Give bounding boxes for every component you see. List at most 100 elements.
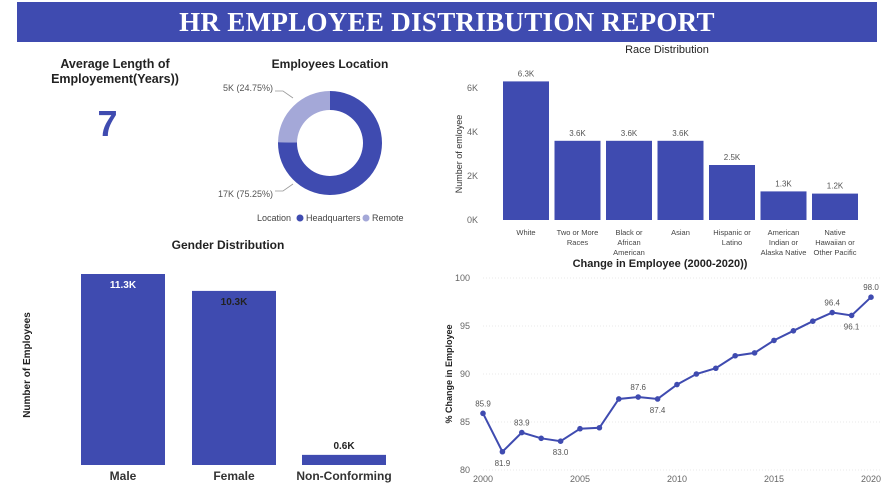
change-point-label: 98.0 [863,283,879,292]
change-x-tick: 2010 [667,474,687,484]
change-x-tick: 2015 [764,474,784,484]
gender-bar-label: 0.6K [333,441,355,452]
race-category-label: American [768,228,800,237]
race-bar [606,140,652,220]
kpi-label-line2: Employement(Years)) [51,72,179,86]
gender-y-axis-label: Number of Employees [22,312,33,418]
race-y-tick: 0K [467,215,478,225]
donut-slice-headquarters [277,91,382,195]
change-point [868,294,874,301]
change-point [635,394,641,400]
change-point-label: 96.1 [844,322,860,331]
race-bar [760,191,807,220]
race-bar [554,140,601,220]
race-bar [657,140,704,220]
change-x-tick: 2020 [861,474,881,484]
change-point [616,396,622,402]
change-point [751,350,758,356]
race-y-tick: 6K [467,83,478,93]
change-point-label: 83.0 [553,448,569,457]
race-category-label: Indian or [769,238,799,247]
legend-title: Location [257,213,291,223]
race-category-label: Two or More [557,228,599,237]
race-category-label: Native [824,228,845,237]
change-point-label: 96.4 [824,299,840,308]
race-category-label: Hispanic or [713,228,751,237]
change-y-tick: 100 [455,273,470,283]
legend-marker-remote [362,214,370,222]
race-bar-label: 3.6K [672,129,689,138]
race-category-label: Races [567,238,589,247]
change-y-tick: 85 [460,417,470,427]
change-point [480,410,486,417]
change-point [790,328,797,334]
gender-category-label: Male [110,469,137,483]
gender-category-label: Female [213,469,255,483]
leader-line-headquarters [275,183,294,192]
report-title: HR EMPLOYEE DISTRIBUTION REPORT [179,6,715,37]
change-point [557,438,564,445]
change-chart-title: Change in Employee (2000-2020)) [573,258,748,270]
race-category-label: Hawaiian or [815,238,855,247]
leader-line-remote [275,90,294,99]
gender-bar-label: 10.3K [221,297,248,308]
race-bar-label: 3.6K [621,129,638,138]
change-y-tick: 90 [460,369,470,379]
change-point-label: 85.9 [475,399,491,408]
race-bar [709,165,755,220]
race-category-label: Latino [722,238,742,247]
location-chart-title: Employees Location [272,57,389,71]
change-point [713,365,719,372]
race-bar [812,193,858,220]
race-category-label: Alaska Native [761,248,807,257]
report-title-banner: HR EMPLOYEE DISTRIBUTION REPORT [17,2,877,42]
change-point [538,435,544,442]
donut-label-remote: 5K (24.75%) [223,83,273,93]
race-bar-label: 6.3K [518,69,535,78]
race-bar-label: 1.3K [775,179,792,188]
legend-marker-headquarters [296,214,304,222]
change-y-tick: 95 [460,321,470,331]
change-point-label: 81.9 [495,459,511,468]
race-y-axis-label: Number of emloyee [454,115,464,194]
change-x-tick: 2000 [473,474,493,484]
gender-bar-label: 11.3K [110,280,137,291]
race-category-label: Asian [671,228,690,237]
change-y-axis-label: % Change in Employee [444,324,454,423]
gender-bar-chart: Gender Distribution Number of Employees 11… [22,238,392,483]
race-bar-chart: Race Distribution Number of emloyee 0K 2K 4K… [454,44,858,257]
change-point [693,371,700,377]
race-category-label: American [613,248,645,257]
change-x-tick: 2005 [570,474,590,484]
change-point [732,352,738,359]
change-point-label: 83.9 [514,419,530,428]
race-bar-label: 3.6K [569,129,586,138]
change-point [810,318,816,325]
change-point [577,425,583,432]
change-point-label: 87.4 [650,406,666,415]
race-bar-label: 1.2K [827,182,844,191]
location-legend: Location Headquarters Remote [257,213,404,223]
change-point [499,448,506,455]
change-point [771,337,777,344]
change-line-chart: Change in Employee (2000-2020)) % Change … [444,258,881,484]
change-point [654,396,661,402]
change-point-label: 87.6 [630,383,646,392]
legend-label-headquarters: Headquarters [306,213,361,223]
race-y-tick: 4K [467,127,478,137]
race-bar-label: 2.5K [724,153,741,162]
gender-chart-title: Gender Distribution [172,238,285,252]
race-category-label: African [617,238,640,247]
change-point [596,424,603,431]
legend-label-remote: Remote [372,213,404,223]
donut-slice-remote [278,91,330,143]
change-point [519,429,525,436]
gender-bar [302,454,386,465]
race-category-label: Black or [615,228,643,237]
donut-label-headquarters: 17K (75.25%) [218,189,273,199]
location-donut-chart: Employees Location 17K (75.25%) 5K (24.75%… [218,57,404,223]
race-chart-title: Race Distribution [625,44,709,56]
change-point [829,309,835,316]
change-point [674,381,680,388]
